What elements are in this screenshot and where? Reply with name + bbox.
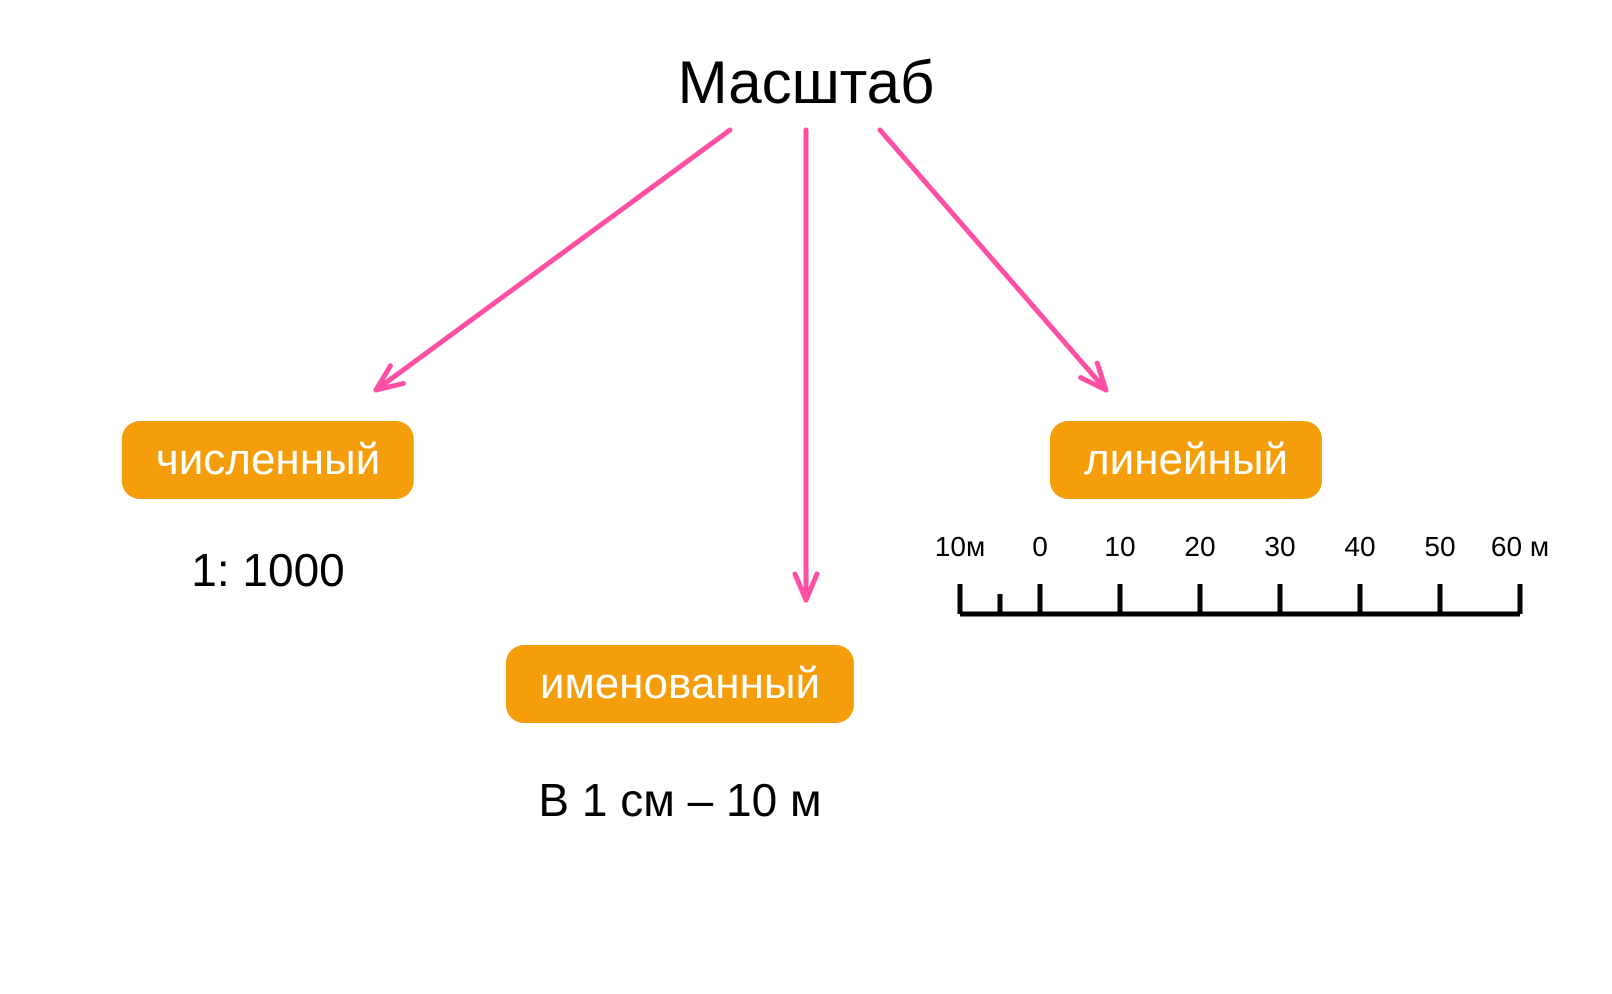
ruler-label-2: 10 — [1104, 531, 1135, 562]
ruler-label-3: 20 — [1184, 531, 1215, 562]
ruler-label-6: 50 — [1424, 531, 1455, 562]
ruler-label-0: 10м — [935, 531, 985, 562]
ruler-label-7: 60 м — [1491, 531, 1549, 562]
ruler-label-5: 40 — [1344, 531, 1375, 562]
ruler-label-4: 30 — [1264, 531, 1295, 562]
ruler-linear: 10м 0 10 20 30 40 50 60 м — [0, 0, 1612, 994]
ruler-label-1: 0 — [1032, 531, 1048, 562]
